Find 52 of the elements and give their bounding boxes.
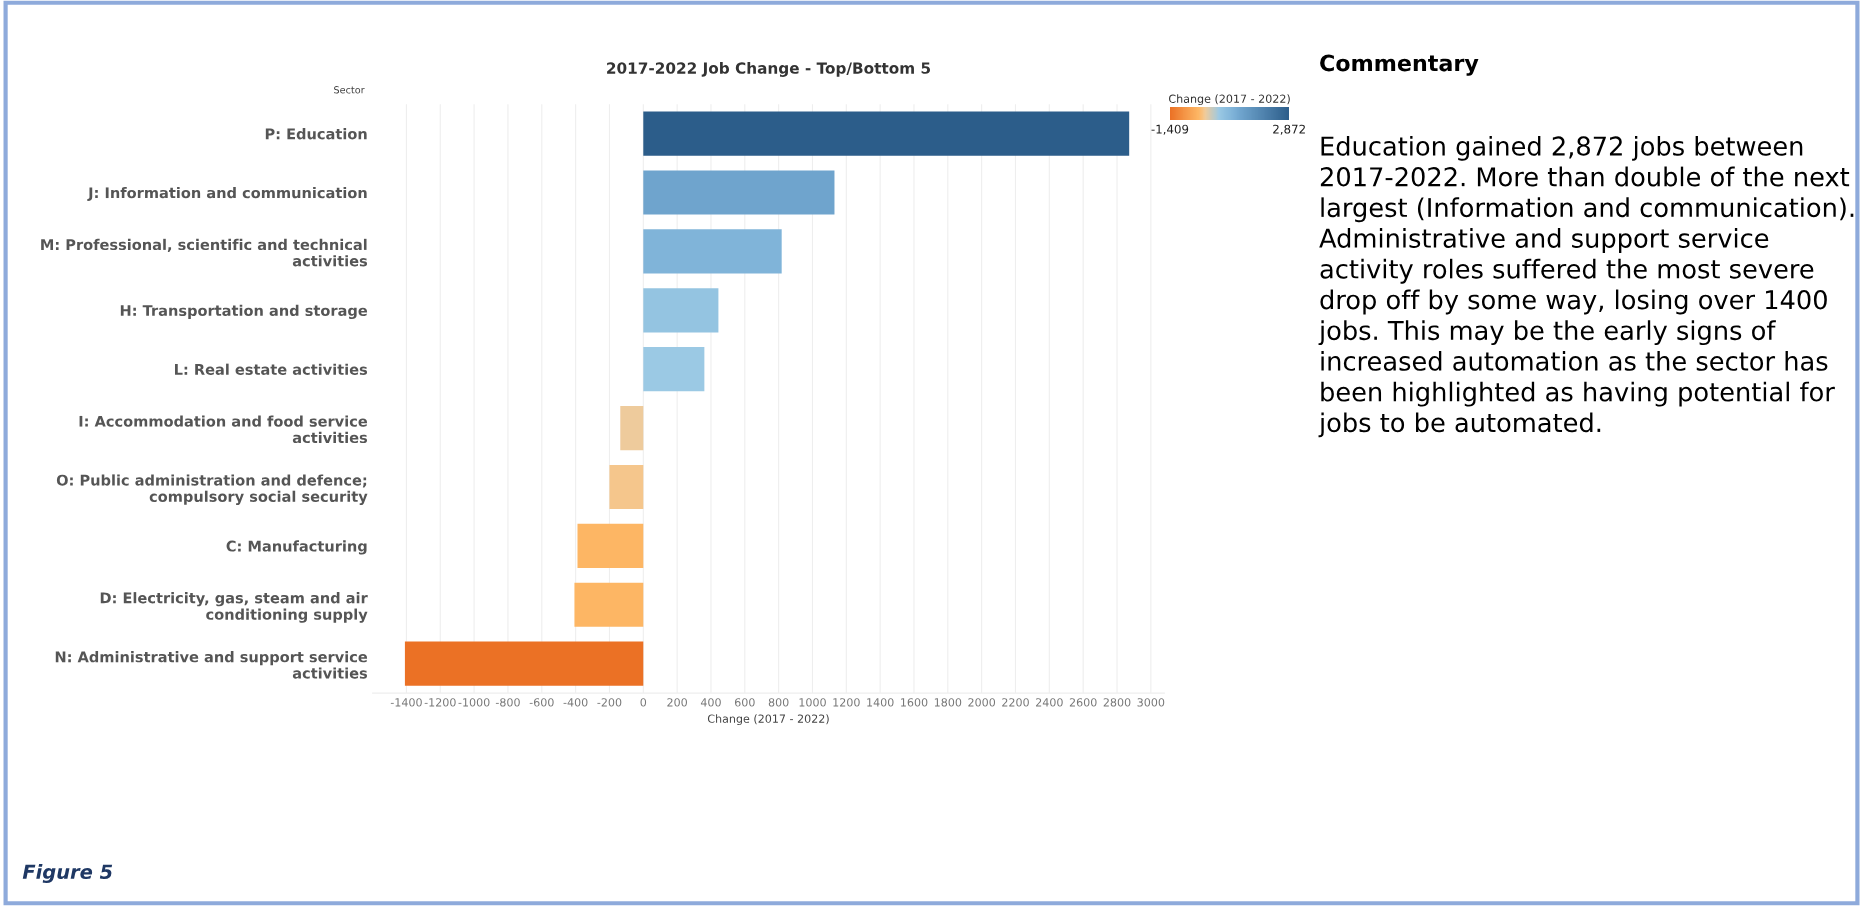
bar [577,523,644,568]
text: Commentary [1320,54,1479,76]
y-tick-label: N: Administrative and support service activities [55,651,368,679]
chart-title: 2017-2022 Job Change - Top/Bottom 5 [607,62,931,77]
y-tick-label: L: Real estate activities [175,363,368,375]
bar [404,641,644,686]
bar [574,582,644,627]
y-tick-label: J: Information and communication [87,186,367,201]
x-tick-label: 0 [640,698,647,707]
color-bar-title: Change (2017 - 2022) [1169,94,1290,106]
x-tick-label: -1200 [424,698,456,707]
color-bar-label: 2,872 [1273,124,1305,135]
y-tick-label: P: Education [265,128,367,140]
y-tick-label: O: Public administration and defence; compulsory social security [56,474,368,505]
bar [643,288,719,333]
x-tick-label: -200 [597,698,622,707]
x-tick-label: -600 [529,698,554,707]
bar [609,464,644,510]
y-tick-label: M: Professional, scientific and technical activities [41,238,368,267]
bar [643,347,705,392]
y-tick-label: D: Electricity, gas, steam and air conditioning supply [100,592,368,623]
x-tick-label: 2600 [1069,698,1097,707]
bar [643,229,782,274]
x-tick-label: 2800 [1103,698,1131,707]
y-tick-label: C: Manufacturing [226,540,367,555]
bar [620,406,644,451]
bar [643,111,1130,156]
x-tick-label: 800 [768,698,789,707]
x-tick-label: 2000 [968,698,996,707]
x-tick-label: 2200 [1002,698,1029,707]
x-tick-label: 1000 [799,698,826,707]
x-tick-label: 400 [700,698,721,707]
y-axis-title: Sector [334,86,365,94]
x-tick-label: -1000 [458,698,490,707]
x-tick-label: 600 [734,698,755,707]
x-tick-label: -800 [495,698,520,707]
x-tick-label: -1400 [390,698,422,707]
x-tick-label: 1600 [901,698,928,707]
x-axis-title: Change (2017 - 2022) [707,714,829,726]
y-tick-label: I: Accommodation and food service activities [79,415,368,444]
x-tick-label: 2400 [1036,698,1063,707]
x-tick-label: 1400 [867,698,894,707]
color-bar-label: -1,409 [1151,124,1189,135]
x-tick-label: 200 [667,698,687,707]
bar [643,170,835,215]
x-tick-label: 1800 [934,698,962,707]
x-tick-label: -400 [563,698,588,707]
text: Education gained 2,872 jobs between 2017-2022. More than double of the next largest (Information and communication). Administrative and support service activity roles suffered the most severe drop off by some way, losing over 1400 jobs. This may be the early signs of increased automation as the sector has been highlighted as having potential for jobs to be automated. [1318,135,1854,438]
y-tick-label: H: Transportation and storage [120,304,368,319]
x-tick-label: 3000 [1137,698,1165,707]
x-tick-label: 1200 [833,698,860,707]
caption: Figure 5 [22,864,113,884]
